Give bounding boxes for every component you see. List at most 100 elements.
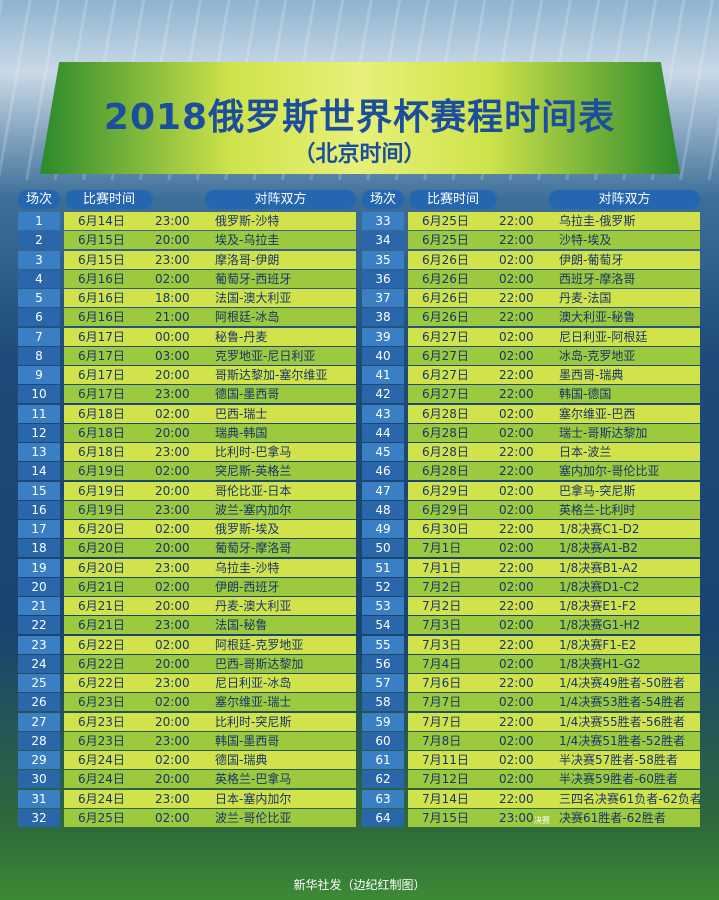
match-date: 7月6日	[422, 676, 462, 690]
match-date: 6月24日	[78, 772, 125, 787]
match-number: 59	[362, 712, 404, 731]
final-note: 决赛	[534, 815, 550, 825]
match-teams: 突尼斯-英格兰	[215, 464, 292, 479]
match-number: 50	[362, 539, 404, 558]
match-time: 23:00	[155, 618, 190, 633]
row-background	[64, 423, 356, 442]
match-time: 20:00	[155, 483, 190, 498]
match-teams: 沙特-埃及	[559, 233, 612, 248]
match-time: 02:00	[155, 810, 190, 825]
match-time: 20:00	[155, 714, 190, 729]
match-time: 02:00	[155, 695, 190, 710]
row-background	[408, 404, 700, 423]
match-date: 6月18日	[78, 406, 125, 421]
row-background	[64, 808, 356, 827]
match-number: 10	[18, 385, 60, 404]
match-time: 02:00	[499, 772, 534, 787]
match-teams: 英格兰-巴拿马	[215, 772, 292, 787]
match-time: 02:00	[499, 579, 534, 594]
row-background	[64, 269, 356, 288]
match-number: 17	[18, 520, 60, 538]
match-time: 20:00	[155, 541, 190, 556]
match-teams: 日本-波兰	[559, 445, 612, 459]
column-header: 比赛时间	[409, 190, 497, 209]
match-time: 02:00	[499, 541, 534, 556]
match-date: 6月22日	[78, 676, 125, 690]
match-number: 32	[18, 808, 60, 827]
row-background	[64, 751, 356, 769]
column-header: 比赛时间	[65, 190, 153, 209]
row-background	[64, 693, 356, 712]
match-number: 54	[362, 616, 404, 635]
match-teams: 乌拉圭-沙特	[215, 560, 280, 575]
row-background	[408, 212, 700, 230]
match-date: 6月26日	[422, 310, 469, 325]
match-number: 29	[18, 751, 60, 769]
match-time: 23:00	[155, 733, 190, 748]
match-number: 4	[18, 269, 60, 288]
match-date: 6月30日	[422, 522, 469, 536]
row-background	[64, 577, 356, 596]
row-background	[408, 443, 700, 461]
match-number: 28	[18, 731, 60, 750]
match-date: 7月1日	[422, 541, 462, 556]
match-time: 02:00	[155, 522, 190, 536]
match-teams: 波兰-塞内加尔	[215, 502, 292, 517]
match-number: 37	[362, 289, 404, 307]
match-teams: 阿根廷-冰岛	[215, 310, 280, 325]
match-teams: 比利时-突尼斯	[215, 714, 292, 729]
match-time: 22:00	[499, 233, 534, 248]
match-date: 6月16日	[78, 271, 125, 286]
match-number: 46	[362, 462, 404, 481]
row-background	[64, 231, 356, 250]
match-date: 6月27日	[422, 387, 469, 402]
match-number: 44	[362, 423, 404, 442]
match-date: 6月29日	[422, 483, 469, 498]
match-number: 25	[18, 674, 60, 692]
match-time: 02:00	[499, 425, 534, 440]
match-number: 24	[18, 654, 60, 673]
row-background	[408, 789, 700, 808]
match-number: 21	[18, 597, 60, 615]
match-teams: 瑞典-韩国	[215, 425, 268, 440]
row-background	[408, 539, 700, 558]
match-teams: 冰岛-克罗地亚	[559, 348, 636, 363]
match-teams: 1/8决赛E1-F2	[559, 599, 637, 613]
match-time: 22:00	[499, 387, 534, 402]
row-background	[64, 674, 356, 692]
match-teams: 伊朗-葡萄牙	[559, 252, 624, 267]
credit: 新华社发（边纪红制图）	[293, 878, 426, 892]
match-time: 20:00	[155, 599, 190, 613]
match-number: 45	[362, 443, 404, 461]
match-date: 7月7日	[422, 714, 462, 729]
match-date: 6月28日	[422, 425, 469, 440]
match-time: 23:00	[155, 214, 190, 228]
match-number: 11	[18, 404, 60, 423]
row-background	[408, 250, 700, 269]
match-number: 12	[18, 423, 60, 442]
row-background	[408, 231, 700, 250]
match-number: 38	[362, 308, 404, 327]
match-time: 20:00	[155, 656, 190, 671]
match-number: 6	[18, 308, 60, 327]
match-teams: 哥伦比亚-日本	[215, 483, 292, 498]
match-date: 6月28日	[422, 464, 469, 479]
row-background	[64, 404, 356, 423]
match-number: 16	[18, 500, 60, 519]
match-time: 03:00	[155, 348, 190, 363]
match-teams: 俄罗斯-埃及	[215, 522, 280, 536]
match-teams: 英格兰-比利时	[559, 502, 636, 517]
match-number: 30	[18, 770, 60, 789]
row-background	[64, 558, 356, 577]
match-teams: 丹麦-澳大利亚	[215, 599, 292, 613]
match-time: 18:00	[155, 291, 190, 305]
match-time: 02:00	[499, 271, 534, 286]
match-date: 6月27日	[422, 368, 469, 382]
match-teams: 克罗地亚-尼日利亚	[215, 348, 316, 363]
match-time: 22:00	[499, 310, 534, 325]
row-background	[64, 770, 356, 789]
row-background	[64, 789, 356, 808]
match-teams: 丹麦-法国	[559, 291, 612, 305]
match-teams: 1/8决赛B1-A2	[559, 560, 639, 575]
